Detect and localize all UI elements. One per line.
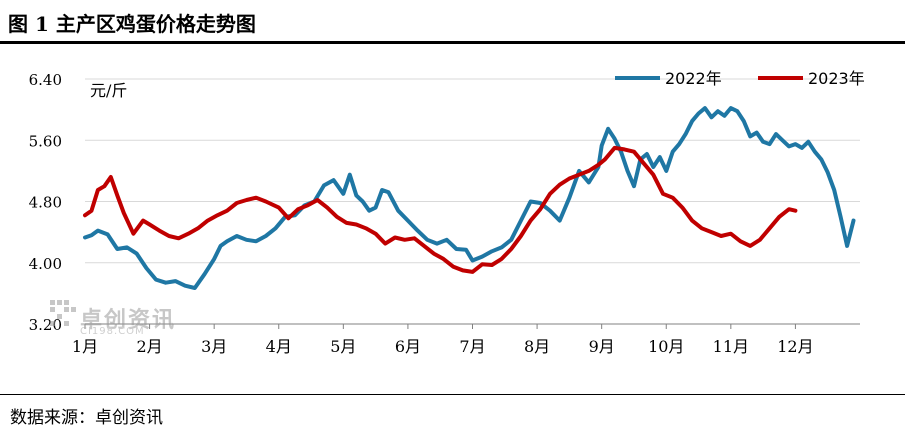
y-tick-label: 4.00 <box>29 255 62 273</box>
x-tick-label: 10月 <box>648 337 684 356</box>
x-tick-label: 6月 <box>395 337 421 356</box>
x-tick-label: 9月 <box>589 337 615 356</box>
chart-legend: 2022年 2023年 <box>615 69 865 88</box>
x-tick-label: 5月 <box>330 337 356 356</box>
x-tick-label: 2月 <box>136 337 162 356</box>
x-tick-label: 8月 <box>524 337 550 356</box>
watermark-text: 卓创资讯 <box>80 308 177 333</box>
legend-label: 2023年 <box>808 69 865 88</box>
watermark: 卓创资讯 CI198.COM <box>50 300 220 340</box>
watermark-subtext: CI198.COM <box>80 326 145 337</box>
x-tick-label: 4月 <box>266 337 292 356</box>
y-tick-label: 5.60 <box>29 132 62 150</box>
figure-title-bar: 图 1 主产区鸡蛋价格走势图 <box>0 0 905 44</box>
egg-price-line-chart: 6.405.604.804.003.20 1月 2月 3月 4月 5月 6月 7月 8月 9月 1… <box>29 69 865 356</box>
chart-grid <box>85 78 860 325</box>
x-tick-label: 12月 <box>777 337 813 356</box>
x-axis: 1月 2月 3月 4月 5月 6月 7月 8月 9月 10月 11月 12月 <box>72 323 860 356</box>
x-tick-label: 1月 <box>72 337 98 356</box>
x-tick-label: 11月 <box>713 337 749 356</box>
y-tick-label: 6.40 <box>29 71 62 89</box>
series-lines <box>83 106 856 290</box>
y-tick-label: 4.80 <box>29 194 62 212</box>
data-source: 数据来源：卓创资讯 <box>10 408 163 428</box>
y-axis: 6.40 5.60 4.80 4.00 3.20 <box>29 71 62 334</box>
y-tick-label: 3.20 <box>29 316 62 334</box>
watermark-logo-icon <box>50 300 76 328</box>
legend-label: 2022年 <box>665 69 722 88</box>
y-axis-label: 元/斤 <box>90 81 127 100</box>
figure-title: 图 1 主产区鸡蛋价格走势图 <box>8 12 256 36</box>
series-line-2 <box>83 145 798 274</box>
series-line-1 <box>83 106 856 290</box>
source-bar: 数据来源：卓创资讯 <box>0 394 905 434</box>
x-tick-label: 7月 <box>459 337 485 356</box>
x-tick-label: 3月 <box>201 337 227 356</box>
